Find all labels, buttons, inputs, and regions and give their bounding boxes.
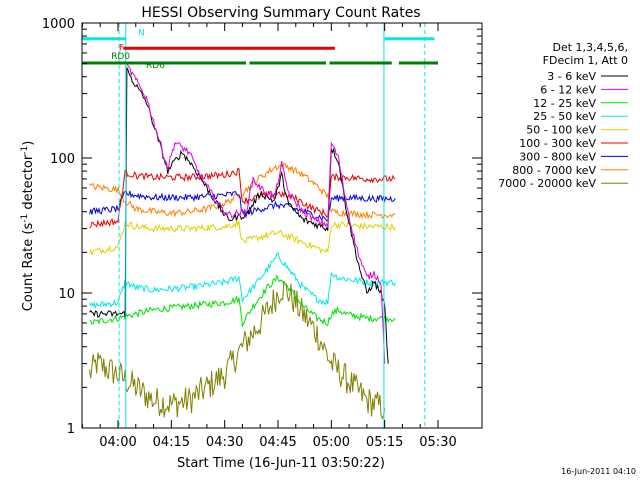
legend-label: 800 - 7000 keV [512,164,596,177]
series-line-8 [89,281,386,420]
series-line-0 [89,66,389,364]
y-axis-label-main: Count Rate (s [21,223,36,312]
y-axis: 1 10 100 1000 [42,17,482,437]
legend-header-2: FDecim 1, Att 0 [543,54,628,67]
legend-label: 3 - 6 keV [547,70,596,83]
x-tick-label: 04:30 [206,435,243,450]
chart-title: HESSI Observing Summary Count Rates [141,5,420,21]
y-tick-label: 100 [50,152,75,167]
series-line-5 [89,168,396,229]
legend-label: 7000 - 20000 keV [498,177,596,190]
x-axis: 04:00 04:15 04:30 04:45 05:00 05:15 05:30 [81,23,457,450]
flag-label-n: N [138,29,145,39]
legend-header-1: Det 1,3,4,5,6, [552,41,628,54]
legend-label: 12 - 25 keV [533,97,596,110]
legend-label: 6 - 12 keV [540,83,596,96]
y-tick-label: 1000 [42,17,75,32]
x-tick-label: 04:45 [259,435,296,450]
y-axis-label-mid: detector [21,154,36,214]
series-line-4 [89,220,396,256]
series-layer [89,62,396,420]
legend-label: 300 - 800 keV [519,150,596,163]
flag-label-rd0: RD0 [111,52,130,62]
series-line-1 [126,62,386,364]
x-tick-label: 05:00 [313,435,350,450]
legend-label: 100 - 300 keV [519,137,596,150]
y-axis-label: Count Rate (s-1 detector-1) [20,141,36,312]
legend: Det 1,3,4,5,6, FDecim 1, Att 0 3 - 6 keV… [498,41,628,190]
series-line-7 [89,162,396,220]
y-axis-label-sup-1: -1 [20,214,30,223]
x-tick-label: 05:15 [366,435,403,450]
vline-layer [118,23,426,428]
x-tick-label: 04:00 [99,435,136,450]
y-tick-label: 1 [67,422,75,437]
footer-timestamp: 16-Jun-2011 04:10 [561,467,636,476]
legend-label: 50 - 100 keV [526,124,596,137]
y-axis-label-sup-2: -1 [20,146,30,155]
x-tick-label: 05:30 [419,435,456,450]
x-axis-label: Start Time (16-Jun-11 03:50:22) [177,456,385,471]
y-axis-label-end: ) [21,141,36,146]
legend-label: 25 - 50 keV [533,110,596,123]
flag-label-rd6: RD6 [146,61,165,71]
series-line-2 [89,273,396,329]
series-line-3 [89,251,396,309]
flag-label-f: F [119,43,124,53]
y-tick-label: 10 [58,287,75,302]
plot-frame [81,22,483,429]
x-tick-label: 04:15 [153,435,190,450]
